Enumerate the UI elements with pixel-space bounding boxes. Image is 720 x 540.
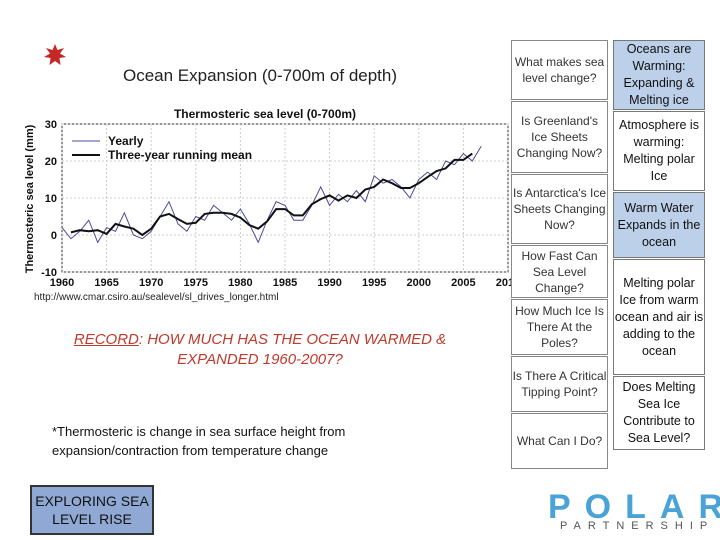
x-ticks: 1960 1965 1970 1975 1980 1985 1990 1995 2000 2005… (50, 277, 520, 289)
grid (61, 123, 509, 273)
question-tipping-point[interactable]: Is There A Critical Tipping Point? (511, 356, 608, 412)
y-ticks: -10 0 10 20 30 (41, 119, 57, 279)
exploring-sea-level-rise-button[interactable]: EXPLORING SEA LEVEL RISE (30, 485, 154, 535)
y-tick-label: 20 (45, 156, 57, 168)
chart-title: Thermosteric sea level (0-700m) (174, 107, 356, 121)
y-tick-label: 30 (45, 119, 57, 131)
chart-ylabel: Thermosteric sea level (mm) (24, 124, 36, 273)
footnote: *Thermosteric is change in sea surface h… (52, 424, 346, 458)
question-how-much-ice[interactable]: How Much Ice Is There At the Poles? (511, 299, 608, 355)
x-tick-label: 1970 (139, 277, 163, 289)
polar-logo: POLAR (548, 488, 720, 526)
question-what-can-i-do[interactable]: What Can I Do? (511, 413, 608, 469)
question-antarctica[interactable]: Is Antarctica's Ice Sheets Changing Now? (511, 174, 608, 244)
partnership-logo-text: PARTNERSHIP (560, 520, 715, 532)
y-tick-label: 10 (45, 193, 57, 205)
question-sea-level-change[interactable]: What makes sea level change? (511, 40, 608, 100)
x-tick-label: 1975 (184, 277, 208, 289)
legend: Yearly Three-year running mean (72, 134, 252, 162)
x-tick-label: 1990 (317, 277, 341, 289)
answer-oceans-warming[interactable]: Oceans are Warming: Expanding & Melting … (613, 40, 705, 110)
slide-title: Ocean Expansion (0-700m of depth) (122, 66, 398, 85)
series (61, 145, 482, 244)
source-url[interactable]: http://www.cmar.csiro.au/sealevel/sl_dri… (34, 292, 279, 303)
answer-melting-polar-ice[interactable]: Melting polar Ice from warm ocean and ai… (613, 259, 705, 375)
legend-yearly: Yearly (108, 134, 144, 148)
series-yearly-line (61, 145, 482, 244)
record-question: : HOW MUCH HAS THE OCEAN WARMED & EXPAND… (138, 331, 447, 368)
question-greenland[interactable]: Is Greenland's Ice Sheets Changing Now? (511, 101, 608, 173)
series-running-mean-line (70, 152, 473, 237)
x-tick-label: 1965 (94, 277, 118, 289)
y-tick-label: -10 (41, 267, 57, 279)
thermosteric-chart: Thermosteric sea level (0-700m) Thermost… (20, 104, 520, 294)
answer-warm-water-expands[interactable]: Warm Water Expands in the ocean (613, 192, 705, 258)
x-tick-label: 1995 (362, 277, 386, 289)
starburst-icon (44, 44, 66, 65)
answer-atmosphere-warming[interactable]: Atmosphere is warming: Melting polar Ice (613, 111, 705, 191)
y-tick-label: 0 (51, 230, 57, 242)
x-tick-label: 2005 (451, 277, 475, 289)
answer-melting-sea-ice[interactable]: Does Melting Sea Ice Contribute to Sea L… (613, 376, 705, 450)
record-prompt: RECORD: HOW MUCH HAS THE OCEAN WARMED & … (60, 330, 460, 370)
legend-running-mean: Three-year running mean (108, 148, 252, 162)
question-how-fast[interactable]: How Fast Can Sea Level Change? (511, 245, 608, 298)
record-keyword: RECORD (73, 331, 139, 348)
x-tick-label: 1980 (228, 277, 252, 289)
x-tick-label: 1960 (50, 277, 74, 289)
x-tick-label: 2000 (407, 277, 431, 289)
x-tick-label: 1985 (273, 277, 297, 289)
